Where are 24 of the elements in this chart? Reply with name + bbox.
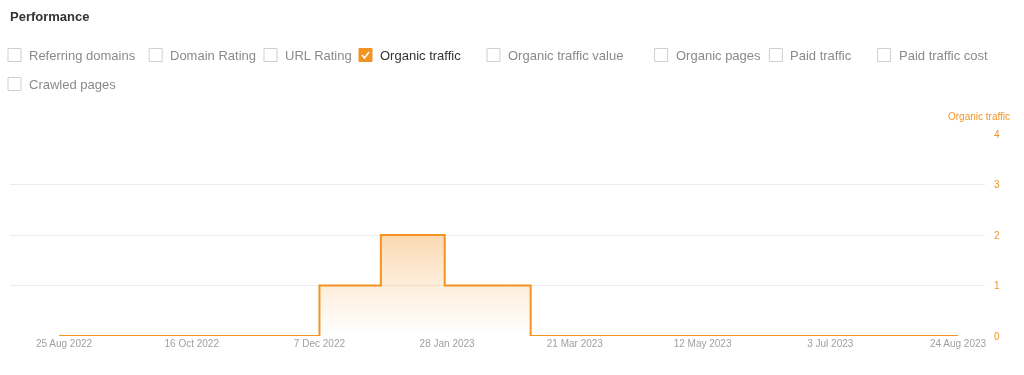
x-tick-label: 3 Jul 2023 [807, 338, 854, 349]
y-tick-label: 2 [994, 229, 1000, 241]
text: Crawled pages [29, 77, 117, 92]
y-tick-label: 4 [994, 128, 1000, 140]
text: Domain Rating [170, 48, 256, 63]
chart-title: Performance [10, 9, 90, 24]
y-tick-label: 0 [994, 330, 1000, 342]
x-tick-label: 16 Oct 2022 [164, 338, 220, 349]
x-tick-label: 21 Mar 2023 [546, 338, 604, 349]
y-axis-title: Organic traffic [948, 111, 1011, 122]
text: URL Rating [285, 48, 352, 63]
legend-label: Organic traffic [380, 48, 462, 63]
x-tick-label: 12 May 2023 [673, 338, 732, 349]
y-tick-label: 3 [994, 179, 1000, 190]
x-tick-label: 24 Aug 2023 [929, 338, 987, 349]
x-tick-label: 7 Dec 2022 [293, 338, 346, 349]
text: Paid traffic cost [899, 48, 989, 63]
x-tick-label: 25 Aug 2022 [35, 338, 93, 349]
text: Organic pages [676, 48, 762, 63]
text: Referring domains [29, 48, 136, 63]
y-tick-label: 1 [994, 280, 1000, 291]
text: Paid traffic [790, 48, 852, 63]
text: Organic traffic value [508, 48, 624, 63]
x-tick-label: 28 Jan 2023 [419, 338, 476, 349]
